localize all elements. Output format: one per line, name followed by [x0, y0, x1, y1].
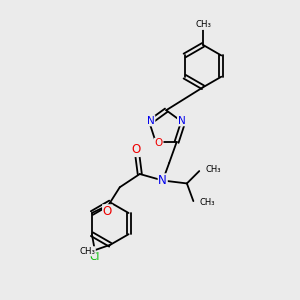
Text: N: N [178, 116, 185, 126]
Text: CH₃: CH₃ [200, 198, 215, 207]
Text: O: O [131, 143, 140, 156]
Text: N: N [158, 174, 167, 187]
Text: O: O [103, 205, 112, 218]
Text: CH₃: CH₃ [79, 247, 95, 256]
Text: CH₃: CH₃ [195, 20, 211, 29]
Text: Cl: Cl [90, 252, 100, 262]
Text: CH₃: CH₃ [206, 165, 221, 174]
Text: N: N [147, 116, 155, 126]
Text: O: O [154, 138, 163, 148]
